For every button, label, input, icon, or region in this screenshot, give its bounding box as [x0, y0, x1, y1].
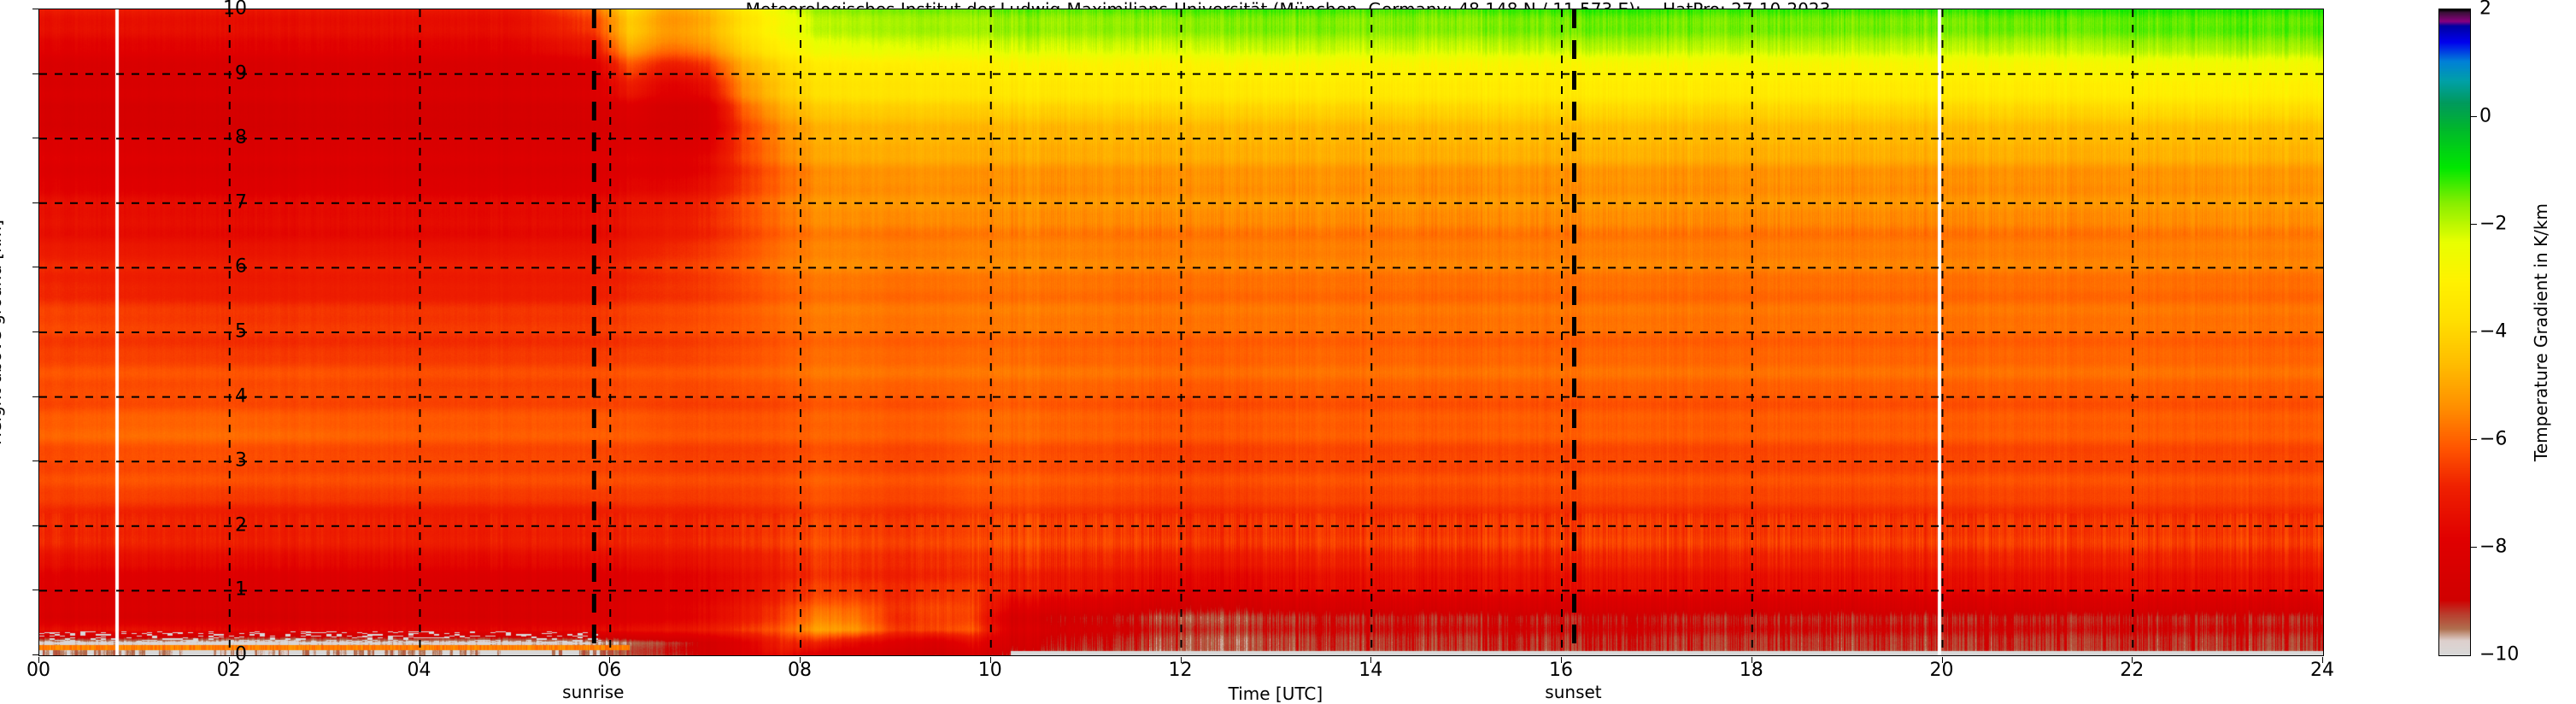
- y-tick-mark: [32, 331, 38, 332]
- colorbar-tick-label: 2: [2479, 0, 2491, 20]
- colorbar-label: Temperature Gradient in K/km: [2531, 203, 2551, 461]
- x-tick-label: 06: [597, 660, 622, 681]
- x-tick-mark: [1180, 657, 1182, 663]
- y-axis-label: Height above ground [km]: [0, 220, 5, 445]
- y-tick-label: 4: [235, 385, 247, 408]
- x-tick-label: 00: [26, 660, 50, 681]
- y-tick-label: 5: [235, 320, 247, 343]
- x-tick-mark: [1561, 657, 1562, 663]
- x-tick-label: 18: [1739, 660, 1763, 681]
- y-tick-label: 0: [235, 643, 247, 666]
- x-tick-label: 10: [977, 660, 1002, 681]
- y-tick-label: 7: [235, 191, 247, 214]
- y-tick-mark: [32, 73, 38, 74]
- colorbar-tick-label: −8: [2479, 536, 2508, 558]
- y-tick-mark: [32, 396, 38, 397]
- colorbar-tick-label: −4: [2479, 320, 2508, 343]
- y-tick-label: 1: [235, 578, 247, 601]
- colorbar-tick-mark: [2471, 116, 2477, 117]
- colorbar-tick-label: −2: [2479, 213, 2508, 235]
- x-axis-label: Time [UTC]: [1228, 683, 1323, 704]
- y-tick-label: 8: [235, 126, 247, 149]
- colorbar-tick-mark: [2471, 547, 2477, 548]
- colorbar-tick-label: −6: [2479, 428, 2508, 450]
- y-tick-mark: [32, 202, 38, 203]
- x-tick-label: 04: [407, 660, 431, 681]
- x-tick-label: 24: [2310, 660, 2334, 681]
- x-tick-mark: [609, 657, 611, 663]
- x-tick-mark: [1370, 657, 1372, 663]
- event-label-sunset: sunset: [1545, 682, 1602, 702]
- colorbar-gradient: [2438, 9, 2471, 656]
- x-tick-label: 16: [1549, 660, 1573, 681]
- colorbar-tick-mark: [2471, 439, 2477, 440]
- heatmap-plot-area[interactable]: [38, 9, 2324, 656]
- x-tick-label: 02: [216, 660, 241, 681]
- x-tick-mark: [989, 657, 991, 663]
- colorbar-tick-mark: [2471, 224, 2477, 225]
- y-tick-mark: [32, 525, 38, 526]
- x-tick-label: 14: [1358, 660, 1383, 681]
- colorbar[interactable]: −10 −8 −6 −4 −2 0 2 Temperature Gradient in K/…: [2438, 0, 2575, 666]
- heatmap-canvas[interactable]: [39, 9, 2323, 655]
- x-tick-mark: [228, 657, 230, 663]
- x-tick-mark: [1941, 657, 1943, 663]
- x-tick-mark: [38, 657, 39, 663]
- event-label-sunrise: sunrise: [562, 682, 625, 702]
- x-tick-label: 22: [2120, 660, 2145, 681]
- colorbar-tick-label: −10: [2479, 643, 2520, 666]
- x-tick-mark: [2132, 657, 2133, 663]
- y-tick-label: 3: [235, 449, 247, 472]
- y-tick-label: 2: [235, 514, 247, 537]
- colorbar-tick-label: 0: [2479, 105, 2491, 127]
- y-tick-label: 9: [235, 62, 247, 85]
- y-tick-mark: [32, 654, 38, 655]
- x-tick-label: 12: [1168, 660, 1193, 681]
- y-tick-label: 10: [223, 0, 247, 20]
- x-tick-label: 20: [1929, 660, 1954, 681]
- x-tick-label: 08: [788, 660, 812, 681]
- colorbar-tick-mark: [2471, 331, 2477, 332]
- x-tick-mark: [2322, 657, 2323, 663]
- x-tick-mark: [800, 657, 801, 663]
- y-tick-label: 6: [235, 255, 247, 278]
